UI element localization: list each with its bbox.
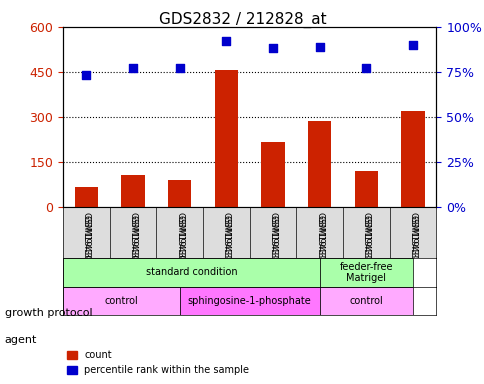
- Text: growth protocol: growth protocol: [5, 308, 92, 318]
- Text: GSM194313: GSM194313: [361, 215, 370, 270]
- Text: GSM194309: GSM194309: [175, 212, 184, 267]
- Text: agent: agent: [5, 335, 37, 345]
- Text: GSM194308: GSM194308: [128, 212, 137, 267]
- Text: GSM194307: GSM194307: [82, 212, 91, 267]
- Point: [176, 65, 183, 71]
- Text: GSM194311: GSM194311: [268, 212, 277, 267]
- Bar: [307, 121, 331, 207]
- Text: GSM194310: GSM194310: [222, 212, 230, 267]
- Text: GSM194314: GSM194314: [408, 215, 417, 269]
- Text: GSM194312: GSM194312: [315, 212, 324, 267]
- Text: GSM194312: GSM194312: [315, 215, 324, 269]
- Bar: [168, 180, 191, 207]
- Point: [269, 45, 276, 51]
- Text: GSM194313: GSM194313: [361, 212, 370, 267]
- Text: standard condition: standard condition: [145, 267, 237, 278]
- Point: [82, 73, 90, 79]
- Legend: count, percentile rank within the sample: count, percentile rank within the sample: [63, 346, 253, 379]
- Text: GSM194314: GSM194314: [408, 212, 417, 267]
- FancyBboxPatch shape: [319, 286, 412, 315]
- Bar: [121, 175, 144, 207]
- Text: GSM194311: GSM194311: [268, 215, 277, 270]
- Text: GSM194309: GSM194309: [175, 215, 184, 270]
- Text: feeder-free
Matrigel: feeder-free Matrigel: [339, 262, 393, 283]
- Point: [129, 65, 136, 71]
- Bar: [354, 171, 378, 207]
- Text: GSM194308: GSM194308: [128, 215, 137, 270]
- Bar: [214, 70, 238, 207]
- FancyBboxPatch shape: [63, 258, 319, 286]
- Text: control: control: [349, 296, 382, 306]
- Point: [222, 38, 230, 44]
- Text: GSM194310: GSM194310: [222, 215, 230, 270]
- Text: GSM194307: GSM194307: [82, 215, 91, 270]
- Bar: [75, 187, 98, 207]
- FancyBboxPatch shape: [63, 286, 180, 315]
- Bar: [401, 111, 424, 207]
- Bar: [261, 142, 284, 207]
- Text: sphingosine-1-phosphate: sphingosine-1-phosphate: [187, 296, 311, 306]
- FancyBboxPatch shape: [319, 258, 412, 286]
- Point: [362, 65, 370, 71]
- FancyBboxPatch shape: [180, 286, 319, 315]
- Text: GDS2832 / 212828_at: GDS2832 / 212828_at: [158, 12, 326, 28]
- Point: [315, 44, 323, 50]
- Point: [408, 42, 416, 48]
- Text: control: control: [105, 296, 138, 306]
